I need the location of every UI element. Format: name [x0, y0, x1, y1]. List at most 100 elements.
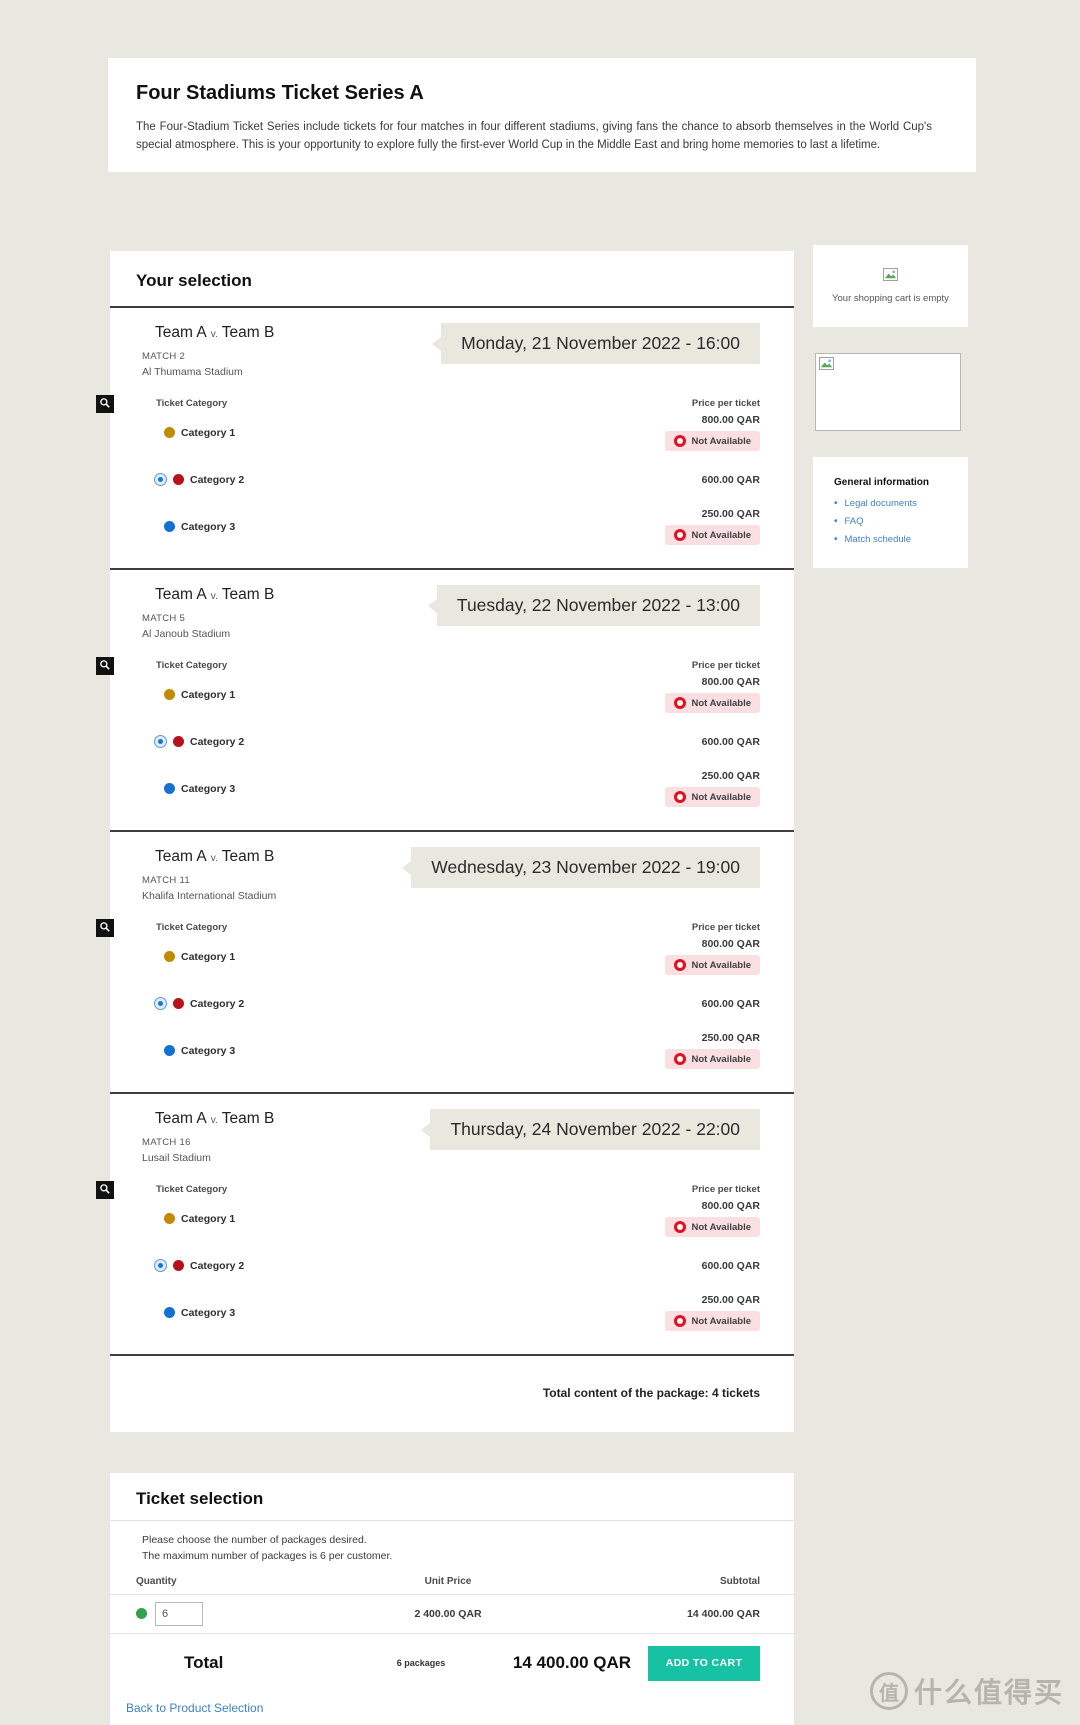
ticket-category-header: Ticket Category [156, 660, 228, 671]
category-label: Category 1 [181, 950, 236, 963]
not-available-badge: Not Available [664, 693, 760, 713]
subtotal-column-header: Subtotal [720, 1575, 760, 1587]
quantity-table-header: Quantity Unit Price Subtotal [110, 1576, 794, 1595]
ticket-selection-heading: Ticket selection [136, 1489, 264, 1508]
ticket-price: 800.00 QAR [701, 1200, 760, 1212]
shopping-cart-card: Your shopping cart is empty [813, 245, 968, 327]
ticket-category-header: Ticket Category [156, 922, 228, 933]
category-color-dot [164, 1045, 175, 1056]
not-available-icon [673, 791, 686, 803]
not-available-icon [673, 435, 686, 447]
match-number: MATCH 11 [142, 875, 190, 886]
ticket-selection-card: Ticket selection Please choose the numbe… [110, 1473, 794, 1725]
not-available-badge: Not Available [664, 431, 760, 451]
category-label: Category 3 [181, 520, 236, 533]
watermark-text: 什么值得买 [913, 1677, 1064, 1708]
category-row: Category 1 800.00 QAR Not Available [142, 1195, 760, 1242]
match-datetime-banner: Monday, 21 November 2022 - 16:00 [441, 323, 760, 364]
ticket-price: 800.00 QAR [701, 414, 760, 426]
not-available-icon [673, 1053, 686, 1065]
not-available-icon [673, 1221, 686, 1233]
category-radio-selected[interactable] [154, 997, 167, 1010]
category-color-dot [164, 427, 175, 438]
magnifier-icon [99, 659, 111, 674]
stadium-name: Lusail Stadium [142, 1152, 211, 1164]
broken-image-icon [819, 357, 834, 374]
ticket-price: 800.00 QAR [701, 676, 760, 688]
total-label: Total [184, 1653, 224, 1673]
total-amount: 14 400.00 QAR [512, 1653, 632, 1673]
category-label: Category 2 [190, 997, 245, 1010]
category-color-dot [164, 783, 175, 794]
category-table-header: Ticket Category Price per ticket [142, 1184, 760, 1195]
zoom-icon-button[interactable] [96, 919, 114, 937]
stadium-name: Khalifa International Stadium [142, 890, 277, 902]
ticket-price: 250.00 QAR [701, 1032, 760, 1044]
list-item: • Legal documents [834, 498, 954, 509]
ticket-price: 800.00 QAR [701, 938, 760, 950]
general-information-heading: General information [834, 477, 930, 488]
category-color-dot [164, 951, 175, 962]
list-item: • Match schedule [834, 534, 954, 545]
category-color-dot [173, 736, 184, 747]
quantity-column-header: Quantity [136, 1575, 177, 1587]
price-per-ticket-header: Price per ticket [691, 398, 760, 409]
link-match-schedule[interactable]: Match schedule [844, 534, 912, 545]
banner-image-placeholder [815, 353, 961, 431]
package-total-text: Total content of the package: 4 tickets [542, 1386, 760, 1400]
magnifier-icon [99, 921, 111, 936]
zoom-icon-button[interactable] [96, 395, 114, 413]
category-row: Category 3 250.00 QAR Not Available [142, 503, 760, 550]
packages-count: 6 packages [396, 1658, 446, 1669]
add-to-cart-button[interactable]: ADD TO CART [648, 1645, 760, 1681]
category-label: Category 3 [181, 782, 236, 795]
match-number: MATCH 16 [142, 1137, 191, 1148]
category-row: Category 2 600.00 QAR [142, 980, 760, 1027]
not-available-icon [673, 1315, 686, 1327]
price-per-ticket-header: Price per ticket [691, 660, 760, 671]
bullet-icon: • [834, 515, 838, 527]
category-color-dot [173, 474, 184, 485]
subtotal-value: 14 400.00 QAR [687, 1607, 760, 1620]
match-datetime-banner: Wednesday, 23 November 2022 - 19:00 [411, 847, 760, 888]
not-available-badge: Not Available [664, 525, 760, 545]
not-available-badge: Not Available [664, 787, 760, 807]
unit-price-value: 2 400.00 QAR [414, 1607, 482, 1620]
quantity-input[interactable] [155, 1601, 203, 1626]
category-color-dot [173, 998, 184, 1009]
link-faq[interactable]: FAQ [844, 516, 864, 527]
magnifier-icon [99, 1183, 111, 1198]
total-row: Total 6 packages 14 400.00 QAR ADD TO CA… [110, 1634, 794, 1693]
not-available-badge: Not Available [664, 1311, 760, 1331]
general-information-card: General information • Legal documents • FA… [813, 457, 968, 568]
category-radio-selected[interactable] [154, 1259, 167, 1272]
category-row: Category 3 250.00 QAR Not Available [142, 1289, 760, 1336]
magnifier-icon [99, 397, 111, 412]
ticket-price: 600.00 QAR [701, 997, 760, 1010]
category-table-header: Ticket Category Price per ticket [142, 660, 760, 671]
category-radio-selected[interactable] [154, 473, 167, 486]
back-to-product-selection-link[interactable]: Back to Product Selection [126, 1700, 264, 1715]
category-radio-selected[interactable] [154, 735, 167, 748]
not-available-icon [673, 959, 686, 971]
ticket-category-header: Ticket Category [156, 398, 228, 409]
category-row: Category 2 600.00 QAR [142, 718, 760, 765]
category-row: Category 2 600.00 QAR [142, 1242, 760, 1289]
watermark-badge-icon: 值 [869, 1672, 908, 1710]
zoom-icon-button[interactable] [96, 1181, 114, 1199]
link-legal-documents[interactable]: Legal documents [844, 498, 917, 509]
not-available-badge: Not Available [664, 1217, 760, 1237]
category-label: Category 1 [181, 688, 236, 701]
zoom-icon-button[interactable] [96, 657, 114, 675]
ticket-category-header: Ticket Category [156, 1184, 228, 1195]
broken-image-icon [883, 268, 898, 286]
not-available-badge: Not Available [664, 955, 760, 975]
sidebar: Your shopping cart is empty General info… [813, 245, 968, 568]
category-label: Category 2 [190, 473, 245, 486]
your-selection-heading: Your selection [136, 271, 252, 290]
price-per-ticket-header: Price per ticket [691, 1184, 760, 1195]
ticket-selection-header: Ticket selection [110, 1473, 794, 1521]
bullet-icon: • [834, 533, 838, 545]
